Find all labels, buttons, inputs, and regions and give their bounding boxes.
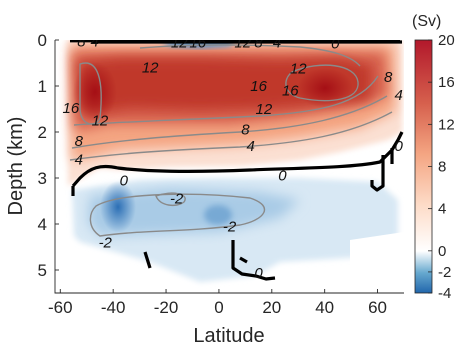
- x-axis-title: Latitude: [193, 325, 264, 347]
- lower-core-2: [204, 205, 232, 225]
- contour-label: 8: [241, 122, 250, 139]
- x-tick-label: -20: [154, 298, 179, 317]
- upper-core-north: [297, 68, 353, 108]
- lower-core: [100, 181, 136, 233]
- zero-contour-ridge: [370, 155, 385, 192]
- contour-label: 16: [250, 78, 267, 95]
- upper-core-south: [73, 62, 117, 122]
- x-tick-label: 60: [368, 298, 387, 317]
- colorbar-tick-label: 20: [438, 32, 455, 49]
- zero-contours: [70, 40, 404, 281]
- y-axis-title: Depth (km): [5, 117, 27, 216]
- upper-cell: [67, 40, 402, 186]
- contour-label: 4: [75, 152, 83, 169]
- y-tick-label: 0: [38, 31, 47, 50]
- bottom-mask: [55, 232, 404, 293]
- contour-label: 4: [90, 33, 98, 50]
- x-tick-label: 20: [262, 298, 281, 317]
- contour-label: -2: [170, 191, 184, 208]
- contour-neg2: [89, 193, 266, 237]
- y-axis: 0 1 2 3 4 5: [38, 31, 59, 280]
- y-tick-label: 3: [38, 169, 47, 188]
- colorbar-tick-label: 12: [438, 116, 455, 133]
- contour-label: 12: [92, 113, 109, 130]
- contour-4: [69, 111, 393, 161]
- contour-label: 4: [273, 34, 281, 51]
- contour-label: 0: [120, 172, 129, 189]
- contour-label: -2: [223, 218, 237, 235]
- contour-label: 12: [290, 61, 307, 78]
- lower-cell: [72, 178, 398, 282]
- colorbar-ticks: -4 -2 0 4 8 12 16 20: [428, 32, 455, 302]
- y-tick-label: 1: [38, 77, 47, 96]
- contour-label: -2: [99, 234, 113, 251]
- contour-label: 16: [189, 34, 206, 51]
- contour-label: 16: [282, 83, 299, 100]
- zero-contour-seamount: [143, 251, 152, 269]
- contour-label: 0: [331, 36, 340, 53]
- gray-contours: [69, 44, 393, 237]
- colorbar-tick-label: 16: [438, 74, 455, 91]
- zero-contour-bump: [239, 256, 248, 264]
- contour-label: 12: [171, 34, 188, 51]
- contour-16-north: [285, 64, 359, 102]
- colorbar-unit: (Sv): [412, 13, 441, 30]
- contour-label: 8: [77, 33, 86, 50]
- colorbar: -4 -2 0 4 8 12 16 20 (Sv): [412, 13, 455, 302]
- axes-frame: [54, 40, 404, 294]
- zero-contour-main: [71, 131, 404, 188]
- contour-neg2-small: [155, 192, 186, 207]
- contour-label: 8: [75, 133, 84, 150]
- contour-label: 0: [254, 265, 263, 282]
- colorbar-tick-label: 4: [438, 201, 446, 218]
- colorbar-tick-label: 8: [438, 159, 446, 176]
- contour-label: 4: [246, 138, 254, 155]
- contour-label: 0: [395, 138, 404, 155]
- colorbar-tick-label: -2: [438, 264, 451, 281]
- x-tick-label: -60: [48, 298, 73, 317]
- y-tick-label: 2: [38, 123, 47, 142]
- contour-label: 8: [254, 34, 263, 51]
- contour-8: [71, 95, 388, 149]
- x-axis: -60 -40 -20 0 20 40 60: [48, 289, 387, 317]
- y-tick-label: 5: [38, 261, 47, 280]
- x-tick-label: 40: [315, 298, 334, 317]
- y-tick-label: 4: [38, 215, 47, 234]
- zero-contour-ridge-3: [231, 240, 276, 281]
- contour-label: 16: [63, 100, 80, 117]
- colorbar-tick-label: 0: [438, 243, 446, 260]
- contour-label: 12: [142, 60, 159, 77]
- contour-label: 12: [234, 34, 251, 51]
- contour-12-top: [139, 44, 361, 67]
- contour-16-south: [79, 62, 102, 125]
- contour-label: 12: [256, 101, 273, 118]
- x-tick-label: -40: [101, 298, 126, 317]
- colorbar-tick-label: -4: [438, 285, 451, 302]
- contour-label: 8: [384, 69, 393, 86]
- contour-label: 4: [395, 87, 403, 104]
- contour-label: 0: [278, 168, 287, 185]
- contour-12: [73, 75, 379, 126]
- x-tick-label: 0: [214, 298, 223, 317]
- upper-cell-core: [78, 58, 372, 114]
